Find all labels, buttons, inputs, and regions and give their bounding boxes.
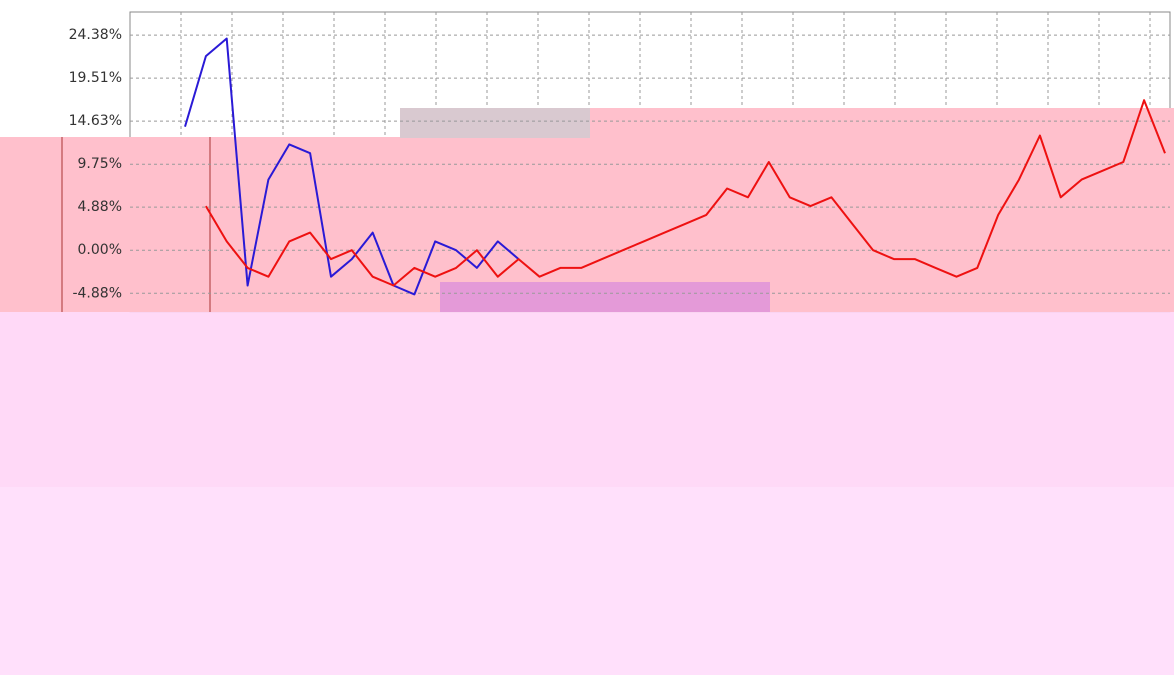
y-tick-label: 4.88% [78, 199, 122, 215]
glitch-band [590, 108, 1174, 138]
glitch-band [400, 108, 590, 138]
y-tick-label: 24.38% [69, 27, 122, 43]
y-tick-label: 9.75% [78, 156, 122, 172]
y-tick-label: 19.51% [69, 70, 122, 86]
y-tick-label: -4.88% [72, 285, 122, 301]
glitch-band [440, 282, 770, 312]
glitch-overlay [0, 312, 1174, 487]
glitch-overlay [0, 487, 1174, 675]
y-tick-label: 0.00% [78, 242, 122, 258]
chart: 24.38% 19.51% 14.63% 9.75% 4.88% 0.00% -4.88% [0, 0, 1174, 675]
y-tick-label: 14.63% [69, 113, 122, 129]
